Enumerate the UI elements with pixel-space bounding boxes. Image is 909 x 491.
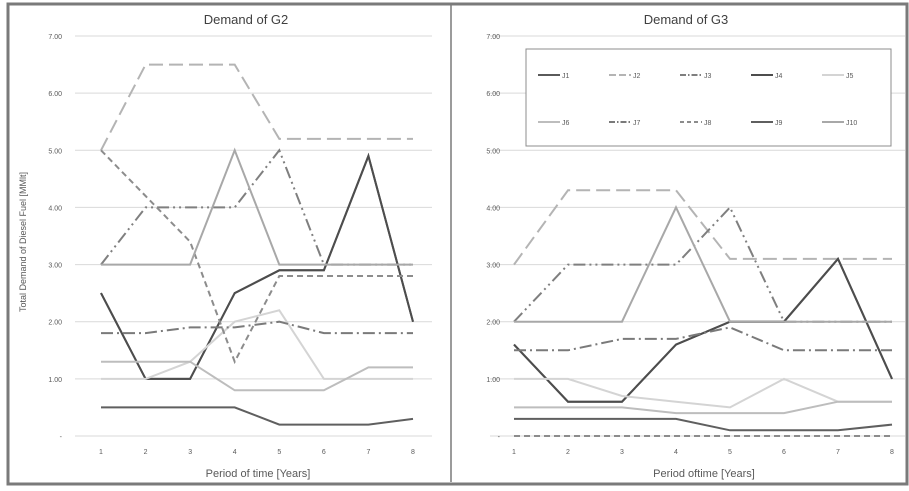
series-line-g2-j5 <box>101 309 413 380</box>
y-tick-label-g2: 5.00 <box>48 148 62 155</box>
legend-label-j4: J4 <box>775 73 783 80</box>
chart-title-g3: Demand of G3 <box>644 12 729 27</box>
legend-label-j9: J9 <box>775 120 783 127</box>
x-tick-label-g2: 7 <box>366 449 370 456</box>
legend-label-j1: J1 <box>562 73 570 80</box>
y-tick-label-g3: 4.00 <box>486 205 500 212</box>
chart-title-g2: Demand of G2 <box>204 12 289 27</box>
y-tick-label-g2: 7.00 <box>48 34 62 41</box>
y-tick-label-g2: 4.00 <box>48 205 62 212</box>
series-line-g3-j2 <box>513 189 892 266</box>
y-tick-label-g3: 5.00 <box>486 148 500 155</box>
y-tick-label-g2: 2.00 <box>48 320 62 327</box>
series-line-g2-j8 <box>100 149 413 365</box>
legend: J1 J2 J3 J4 J5 J6 J7 J8 J9 J10 <box>525 48 892 147</box>
x-tick-label-g2: 3 <box>188 449 192 456</box>
y-tick-label-g2: 6.00 <box>48 91 62 98</box>
x-tick-label-g2: 1 <box>99 449 103 456</box>
series-line-g3-j6 <box>514 400 892 415</box>
x-tick-label-g3: 3 <box>620 449 624 456</box>
legend-label-j5: J5 <box>846 73 854 80</box>
x-tick-label-g3: 2 <box>566 449 570 456</box>
x-tick-label-g3: 7 <box>836 449 840 456</box>
y-tick-label-g2: 3.00 <box>48 263 62 270</box>
series-line-g2-j9 <box>101 406 414 426</box>
y-axis-label-g2: Total Demand of Diesel Fuel [MMlt] <box>18 172 28 312</box>
x-tick-label-g2: 8 <box>411 449 415 456</box>
legend-label-j10: J10 <box>846 120 857 127</box>
x-tick-label-g3: 6 <box>782 449 786 456</box>
legend-label-j2: J2 <box>633 73 641 80</box>
series-line-g2-j4 <box>100 152 414 380</box>
x-tick-label-g3: 8 <box>890 449 894 456</box>
legend-label-j6: J6 <box>562 120 570 127</box>
y-tick-label-g3: 6.00 <box>486 91 500 98</box>
legend-box <box>525 48 892 147</box>
y-tick-label-g3: - <box>498 434 501 441</box>
x-tick-label-g2: 2 <box>144 449 148 456</box>
legend-label-j3: J3 <box>704 73 712 80</box>
x-tick-label-g2: 4 <box>233 449 237 456</box>
series-line-g2-j7 <box>101 320 413 335</box>
x-tick-label-g2: 6 <box>322 449 326 456</box>
series-line-g2-j10 <box>101 147 413 266</box>
series-line-g3-j4 <box>513 257 893 403</box>
series-line-g3-j10 <box>514 205 892 323</box>
y-tick-label-g2: 1.00 <box>48 377 62 384</box>
legend-label-j7: J7 <box>633 120 641 127</box>
x-axis-label-g2: Period of time [Years] <box>206 468 311 480</box>
x-tick-label-g3: 1 <box>512 449 516 456</box>
x-tick-label-g3: 5 <box>728 449 732 456</box>
legend-label-j8: J8 <box>704 120 712 127</box>
y-tick-label-g3: 7.00 <box>486 34 500 41</box>
y-tick-label-g3: 3.00 <box>486 263 500 270</box>
series-line-g3-j9 <box>514 417 893 432</box>
y-tick-label-g2: - <box>60 434 63 441</box>
series-group-g2 <box>100 63 414 426</box>
series-line-g2-j6 <box>101 360 413 392</box>
y-tick-label-g3: 2.00 <box>486 320 500 327</box>
x-tick-label-g3: 4 <box>674 449 678 456</box>
series-line-g3-j5 <box>514 377 892 409</box>
x-tick-label-g2: 5 <box>277 449 281 456</box>
series-group-g3 <box>513 189 893 437</box>
x-axis-label-g3: Period oftime [Years] <box>653 468 755 480</box>
y-tick-label-g3: 1.00 <box>486 377 500 384</box>
series-line-g2-j2 <box>100 63 413 151</box>
